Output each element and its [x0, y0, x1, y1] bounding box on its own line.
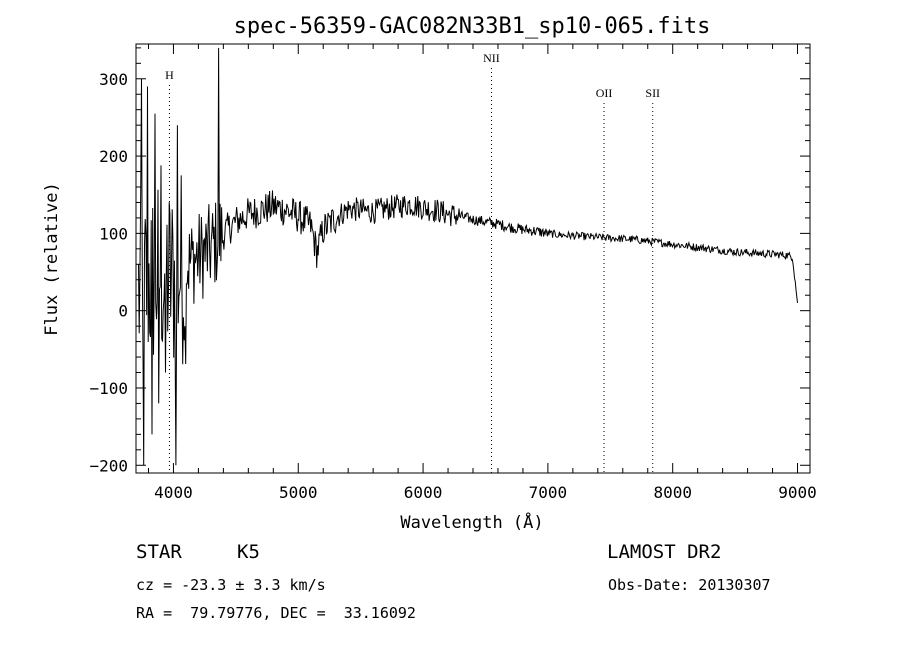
x-tick-label: 5000	[279, 483, 318, 502]
y-axis-label: Flux (relative)	[42, 182, 62, 336]
spectrum-series	[138, 47, 798, 466]
y-tick-label: 100	[99, 224, 128, 243]
y-tick-label: 0	[118, 302, 128, 321]
y-tick-label: −200	[89, 456, 128, 475]
y-tick-label: −100	[89, 379, 128, 398]
x-tick-label: 7000	[529, 483, 568, 502]
coordinates: RA = 79.79776, DEC = 33.16092	[136, 604, 416, 622]
spectral-line-label: H	[165, 68, 174, 82]
x-axis-label: Wavelength (Å)	[400, 511, 543, 533]
spectral-line-label: NII	[483, 51, 500, 65]
spectrum-line	[138, 47, 798, 466]
y-tick-label: 300	[99, 70, 128, 89]
x-tick-label: 9000	[778, 483, 817, 502]
spectral-line-label: OII	[596, 86, 613, 100]
survey-label: LAMOST DR2	[607, 541, 722, 563]
observation-date: Obs-Date: 20130307	[608, 576, 771, 594]
plot-frame	[135, 43, 811, 474]
x-tick-label: 6000	[404, 483, 443, 502]
object-class: STAR	[136, 541, 182, 563]
spectral-line-label: SII	[645, 86, 660, 100]
x-tick-label: 8000	[653, 483, 692, 502]
redshift-velocity: cz = -23.3 ± 3.3 km/s	[136, 576, 326, 594]
axes: 4000 5000 6000 7000 8000 9000 −200 −100 0 100 200 3…	[89, 44, 817, 502]
spectral-lines: H NII OII SII	[165, 51, 660, 473]
x-tick-label: 4000	[154, 483, 193, 502]
y-tick-label: 200	[99, 147, 128, 166]
chart-title: spec-56359-GAC082N33B1_sp10-065.fits	[234, 14, 711, 39]
object-subclass: K5	[237, 541, 260, 563]
